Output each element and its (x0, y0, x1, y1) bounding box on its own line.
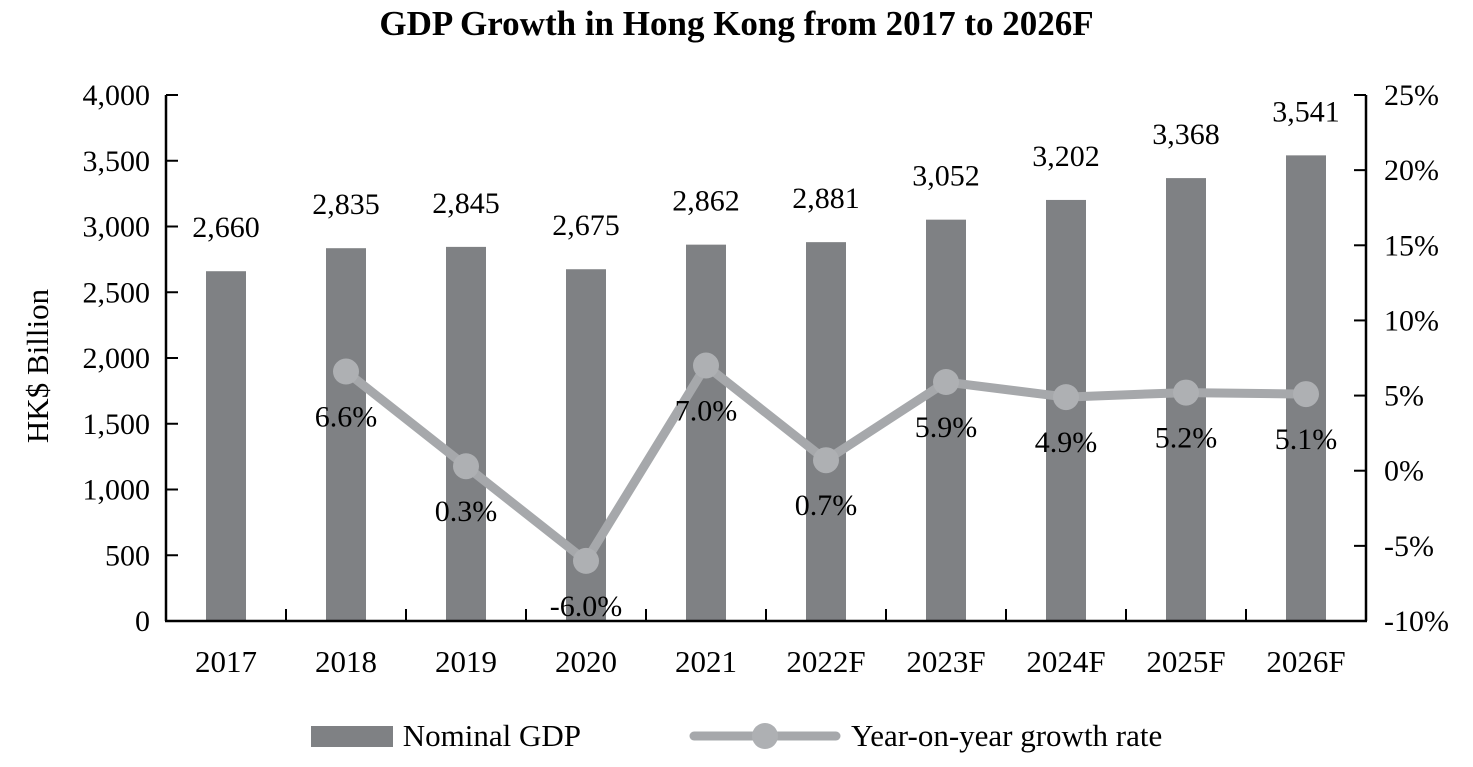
growth-rate-marker-2021 (693, 352, 719, 379)
bar-2017 (206, 271, 246, 621)
growth-rate-marker-2020 (573, 547, 599, 574)
x-category-label-2025F: 2025F (1146, 644, 1225, 679)
growth-rate-value-label: 0.3% (435, 495, 498, 528)
legend-label-growth-rate: Year-on-year growth rate (850, 718, 1163, 753)
bar-2019 (446, 246, 486, 621)
x-category-label-2026F: 2026F (1266, 644, 1345, 679)
left-axis-tick-label: 1,000 (83, 474, 151, 507)
left-axis-tick-label: 2,000 (83, 342, 151, 375)
bar-2022F (806, 242, 846, 621)
growth-rate-marker-2018 (333, 358, 359, 385)
growth-rate-value-label: 6.6% (315, 401, 378, 434)
growth-rate-marker-2026F (1293, 381, 1319, 408)
right-axis-tick-label: 0% (1384, 455, 1424, 488)
bar-2018 (326, 248, 366, 621)
bar-value-label: 2,675 (552, 209, 620, 242)
bar-2023F (926, 219, 966, 622)
growth-rate-marker-2025F (1173, 379, 1199, 406)
line-series-swatch (689, 723, 841, 749)
growth-rate-marker-2022F (813, 447, 839, 474)
chart-title: GDP Growth in Hong Kong from 2017 to 202… (379, 4, 1094, 43)
left-axis-tick-label: 1,500 (83, 408, 151, 441)
legend-item-growth-rate: Year-on-year growth rate (689, 718, 1162, 754)
bar-value-label: 2,835 (312, 188, 380, 221)
legend-line-marker (751, 723, 778, 749)
growth-rate-value-label: 5.1% (1275, 423, 1338, 456)
growth-rate-value-label: -6.0% (550, 590, 622, 623)
legend: Nominal GDP Year-on-year growth rate (0, 718, 1473, 754)
bar-value-label: 3,541 (1272, 95, 1340, 128)
growth-rate-value-label: 5.2% (1155, 422, 1218, 455)
growth-rate-value-label: 4.9% (1035, 426, 1098, 459)
x-category-label-2018: 2018 (315, 644, 377, 679)
bar-2024F (1046, 199, 1086, 621)
left-axis-tick-label: 2,500 (83, 276, 151, 309)
bar-value-label: 2,881 (792, 182, 860, 215)
growth-rate-marker-2019 (453, 453, 479, 480)
left-axis-tick-label: 500 (105, 539, 150, 572)
left-axis-tick-label: 4,000 (83, 79, 151, 112)
growth-rate-value-label: 7.0% (675, 395, 738, 428)
right-axis-tick-label: 5% (1384, 380, 1424, 413)
right-axis-tick-label: 10% (1384, 304, 1439, 337)
bar-series-swatch (310, 725, 393, 747)
right-axis-tick-label: -5% (1384, 530, 1434, 563)
bar-2021 (686, 244, 726, 621)
growth-rate-marker-2023F (933, 369, 959, 396)
bar-value-label: 3,202 (1032, 140, 1100, 173)
right-axis-tick-label: 20% (1384, 154, 1439, 187)
x-category-label-2023F: 2023F (906, 644, 985, 679)
left-axis-tick-label: 0 (135, 605, 150, 638)
right-axis-tick-label: -10% (1384, 605, 1449, 638)
growth-rate-marker-2024F (1053, 384, 1079, 411)
x-category-label-2021: 2021 (675, 644, 737, 679)
bar-value-label: 3,368 (1152, 118, 1220, 151)
x-category-label-2017: 2017 (195, 644, 257, 679)
x-category-label-2020: 2020 (555, 644, 617, 679)
left-axis-tick-label: 3,000 (83, 211, 151, 244)
legend-item-nominal-gdp: Nominal GDP (310, 718, 581, 754)
growth-rate-value-label: 0.7% (795, 489, 858, 522)
x-category-label-2019: 2019 (435, 644, 497, 679)
right-axis-tick-label: 25% (1384, 79, 1439, 112)
x-category-label-2022F: 2022F (786, 644, 865, 679)
left-axis-tick-label: 3,500 (83, 145, 151, 178)
bar-value-label: 3,052 (912, 160, 980, 193)
right-axis-tick-label: 15% (1384, 229, 1439, 262)
x-category-label-2024F: 2024F (1026, 644, 1105, 679)
bar-value-label: 2,862 (672, 185, 740, 218)
bar-value-label: 2,845 (432, 187, 500, 220)
growth-rate-value-label: 5.9% (915, 411, 978, 444)
bar-value-label: 2,660 (192, 211, 260, 244)
legend-label-nominal-gdp: Nominal GDP (402, 718, 581, 753)
